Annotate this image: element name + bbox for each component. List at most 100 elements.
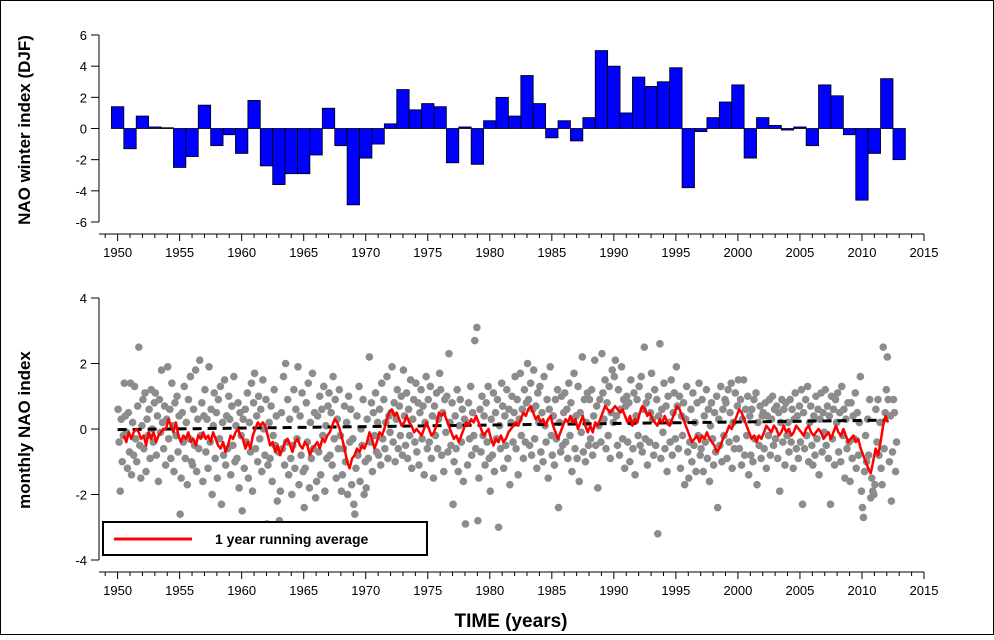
data-point <box>483 438 491 446</box>
data-point <box>585 395 594 404</box>
data-point <box>427 454 436 463</box>
data-point <box>739 376 748 384</box>
data-point <box>391 457 399 466</box>
data-point <box>484 382 492 391</box>
bar-1960 <box>235 128 249 154</box>
data-point <box>722 399 730 407</box>
data-point <box>466 382 475 391</box>
bar-2007 <box>818 84 832 129</box>
data-point <box>423 444 432 453</box>
bar-1985 <box>545 128 559 139</box>
data-point <box>477 448 485 456</box>
data-point <box>418 435 426 443</box>
top-x-tick-label: 1965 <box>289 245 318 260</box>
bar-1950 <box>111 106 125 129</box>
data-point <box>453 385 461 394</box>
data-point <box>581 457 590 466</box>
bar-1957 <box>197 104 212 129</box>
data-point <box>705 477 714 486</box>
data-point <box>335 385 344 394</box>
data-point <box>883 353 892 361</box>
data-point <box>247 379 256 387</box>
bar-1976 <box>433 106 447 129</box>
bottom-x-tick-label: 1955 <box>165 583 194 598</box>
top-y-tick-label: -6 <box>75 215 87 230</box>
data-point <box>810 412 818 420</box>
bar-2010 <box>855 128 869 201</box>
data-point <box>298 389 306 397</box>
data-point <box>226 471 235 479</box>
bar-2012 <box>880 78 894 129</box>
data-point <box>262 395 270 404</box>
data-point <box>384 454 392 463</box>
data-point <box>834 448 843 456</box>
data-point <box>534 389 542 397</box>
data-point <box>296 412 304 420</box>
data-point <box>214 395 223 404</box>
data-point <box>253 457 262 466</box>
data-point <box>229 441 237 450</box>
data-point <box>494 523 503 532</box>
data-point <box>526 379 535 387</box>
bar-1979 <box>470 128 484 165</box>
data-point <box>307 454 316 463</box>
data-point <box>481 461 489 469</box>
data-point <box>142 467 150 476</box>
data-point <box>116 487 125 496</box>
bar-2013 <box>892 128 906 161</box>
data-point <box>783 431 791 440</box>
data-point <box>816 415 824 423</box>
data-point <box>668 451 677 460</box>
data-point <box>769 441 778 450</box>
data-point <box>590 356 599 365</box>
data-point <box>115 438 123 446</box>
top-x-tick-label: 1990 <box>599 245 628 260</box>
bottom-x-tick-label: 1965 <box>289 583 318 598</box>
data-point <box>576 408 585 417</box>
legend: 1 year running average <box>102 521 428 556</box>
data-point <box>554 503 563 512</box>
bottom-y-tick-label: 4 <box>80 291 87 306</box>
data-point <box>355 382 363 391</box>
bar-2002 <box>756 117 770 129</box>
data-point <box>314 448 323 456</box>
data-point <box>267 402 275 410</box>
data-point <box>733 402 742 410</box>
data-point <box>678 431 687 440</box>
data-point <box>671 435 680 443</box>
bar-1999 <box>718 101 733 129</box>
data-point <box>487 415 496 423</box>
data-point <box>818 448 826 456</box>
data-point <box>405 431 414 440</box>
data-point <box>210 389 219 397</box>
data-point <box>189 405 198 414</box>
data-point <box>724 385 732 394</box>
data-point <box>502 385 511 394</box>
data-point <box>213 474 222 482</box>
data-point <box>146 454 154 463</box>
data-point <box>407 464 416 473</box>
data-point <box>182 418 191 427</box>
data-point <box>316 471 325 479</box>
data-point <box>553 385 562 394</box>
data-point <box>204 464 212 473</box>
data-point <box>449 500 457 509</box>
data-point <box>192 467 201 476</box>
data-point <box>363 415 372 423</box>
bottom-y-tick-label: -2 <box>75 488 87 503</box>
data-point <box>629 444 637 453</box>
data-point <box>145 405 153 414</box>
data-point <box>266 454 274 463</box>
bar-1989 <box>594 50 609 129</box>
trend-line <box>117 418 887 432</box>
data-point <box>843 444 851 453</box>
data-point <box>570 369 578 378</box>
data-point <box>255 435 264 443</box>
data-point <box>376 461 385 469</box>
data-point <box>532 402 540 410</box>
bar-1992 <box>632 76 646 129</box>
data-point <box>610 372 619 381</box>
data-point <box>486 487 495 496</box>
bottom-x-tick-label: 1995 <box>661 583 690 598</box>
bar-1995 <box>669 67 683 129</box>
